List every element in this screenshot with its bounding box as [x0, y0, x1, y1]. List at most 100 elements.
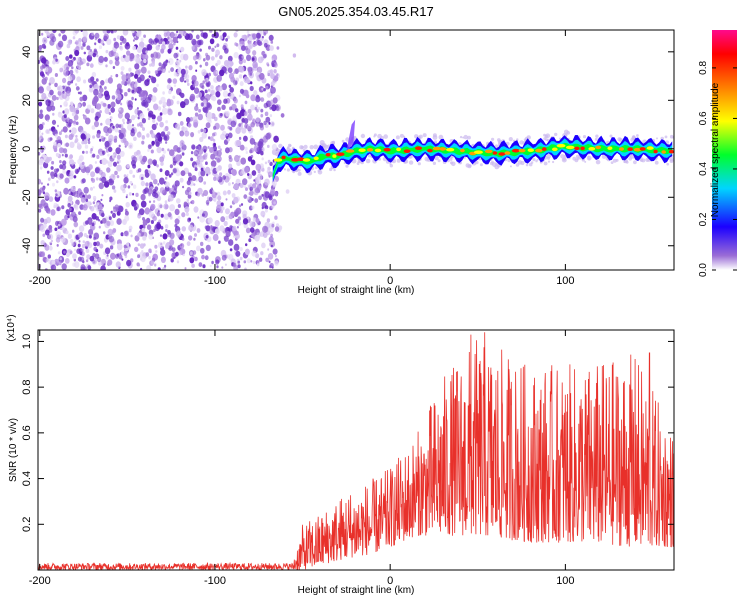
noise-speckle — [177, 204, 181, 208]
noise-speckle — [39, 109, 43, 114]
noise-speckle — [211, 260, 214, 265]
noise-speckle — [266, 92, 272, 98]
ridge-halo — [479, 163, 483, 167]
noise-speckle — [164, 181, 170, 188]
noise-speckle — [250, 104, 255, 111]
noise-speckle — [75, 69, 79, 74]
noise-speckle — [118, 254, 123, 260]
noise-speckle — [256, 262, 260, 267]
noise-speckle — [272, 248, 278, 255]
noise-speckle — [237, 260, 241, 264]
noise-speckle — [267, 171, 273, 178]
noise-speckle — [263, 32, 267, 36]
noise-speckle — [235, 30, 239, 33]
noise-speckle — [216, 59, 221, 65]
noise-speckle — [144, 44, 147, 47]
noise-speckle — [44, 30, 49, 34]
noise-speckle — [197, 147, 204, 155]
noise-speckle — [65, 252, 70, 258]
colorbar-tick-label: 0.0 — [698, 263, 709, 277]
noise-speckle — [231, 169, 237, 176]
x-tick-label: 100 — [556, 275, 574, 287]
colorbar-label: Normalized spectral amplitude — [710, 82, 721, 217]
noise-speckle — [215, 91, 221, 98]
noise-speckle — [263, 53, 267, 59]
noise-speckle — [270, 86, 276, 94]
noise-speckle — [261, 157, 264, 161]
noise-speckle — [109, 116, 113, 120]
noise-speckle — [40, 182, 43, 185]
noise-speckle — [87, 194, 92, 199]
noise-speckle — [197, 92, 203, 98]
noise-speckle — [92, 186, 95, 189]
noise-speckle — [153, 178, 158, 185]
noise-speckle — [133, 136, 137, 141]
noise-speckle — [207, 146, 210, 149]
noise-speckle — [116, 164, 122, 172]
noise-speckle — [163, 150, 167, 154]
noise-speckle — [92, 195, 97, 201]
noise-speckle — [168, 58, 174, 65]
noise-speckle — [159, 187, 165, 194]
noise-speckle — [151, 140, 155, 146]
noise-speckle — [147, 164, 151, 169]
noise-speckle — [114, 52, 119, 58]
noise-speckle — [167, 148, 170, 152]
noise-speckle — [57, 40, 64, 48]
ridge-halo — [329, 167, 333, 172]
noise-speckle — [46, 105, 52, 112]
noise-speckle — [94, 204, 97, 208]
ridge-halo — [292, 170, 296, 174]
noise-speckle — [45, 99, 51, 107]
ridge-halo — [365, 158, 371, 164]
ridge-halo — [408, 160, 414, 165]
noise-speckle — [62, 160, 67, 166]
noise-speckle — [160, 161, 164, 166]
noise-speckle — [61, 205, 65, 210]
x-tick-label: 0 — [387, 575, 393, 587]
noise-speckle — [180, 46, 185, 53]
noise-speckle — [212, 233, 219, 242]
noise-speckle — [81, 243, 86, 249]
ridge-peak — [580, 146, 585, 151]
noise-speckle — [140, 66, 147, 74]
ridge-peak — [668, 149, 674, 154]
noise-speckle — [95, 78, 99, 82]
noise-speckle — [238, 123, 242, 127]
noise-speckle — [249, 85, 254, 92]
ridge-halo — [526, 135, 531, 140]
noise-speckle — [48, 233, 54, 240]
noise-speckle — [78, 240, 81, 243]
ridge-halo — [507, 158, 511, 163]
noise-speckle — [66, 173, 69, 176]
noise-speckle — [131, 72, 135, 77]
noise-speckle — [244, 248, 250, 255]
noise-speckle — [173, 253, 176, 256]
noise-speckle — [230, 211, 235, 217]
noise-speckle — [100, 265, 106, 270]
noise-speckle — [140, 200, 147, 208]
spectrogram-y-label: Frequency (Hz) — [8, 116, 19, 185]
noise-speckle — [108, 235, 115, 243]
noise-speckle — [255, 117, 260, 123]
noise-speckle — [153, 200, 156, 203]
noise-speckle — [51, 94, 57, 101]
noise-speckle — [95, 111, 101, 119]
noise-speckle — [193, 206, 199, 213]
ridge-halo — [303, 144, 308, 149]
noise-speckle — [154, 70, 158, 74]
noise-speckle — [210, 89, 216, 96]
noise-speckle — [267, 253, 274, 260]
noise-speckle — [216, 74, 222, 82]
noise-speckle — [106, 30, 111, 34]
noise-speckle — [175, 251, 179, 257]
noise-speckle — [172, 36, 178, 44]
noise-speckle — [225, 147, 230, 154]
noise-speckle — [215, 167, 220, 172]
noise-speckle — [66, 43, 71, 49]
noise-speckle — [85, 248, 90, 253]
noise-speckle — [88, 234, 92, 239]
noise-speckle — [174, 218, 180, 225]
y-tick-label: 0.8 — [21, 379, 33, 394]
